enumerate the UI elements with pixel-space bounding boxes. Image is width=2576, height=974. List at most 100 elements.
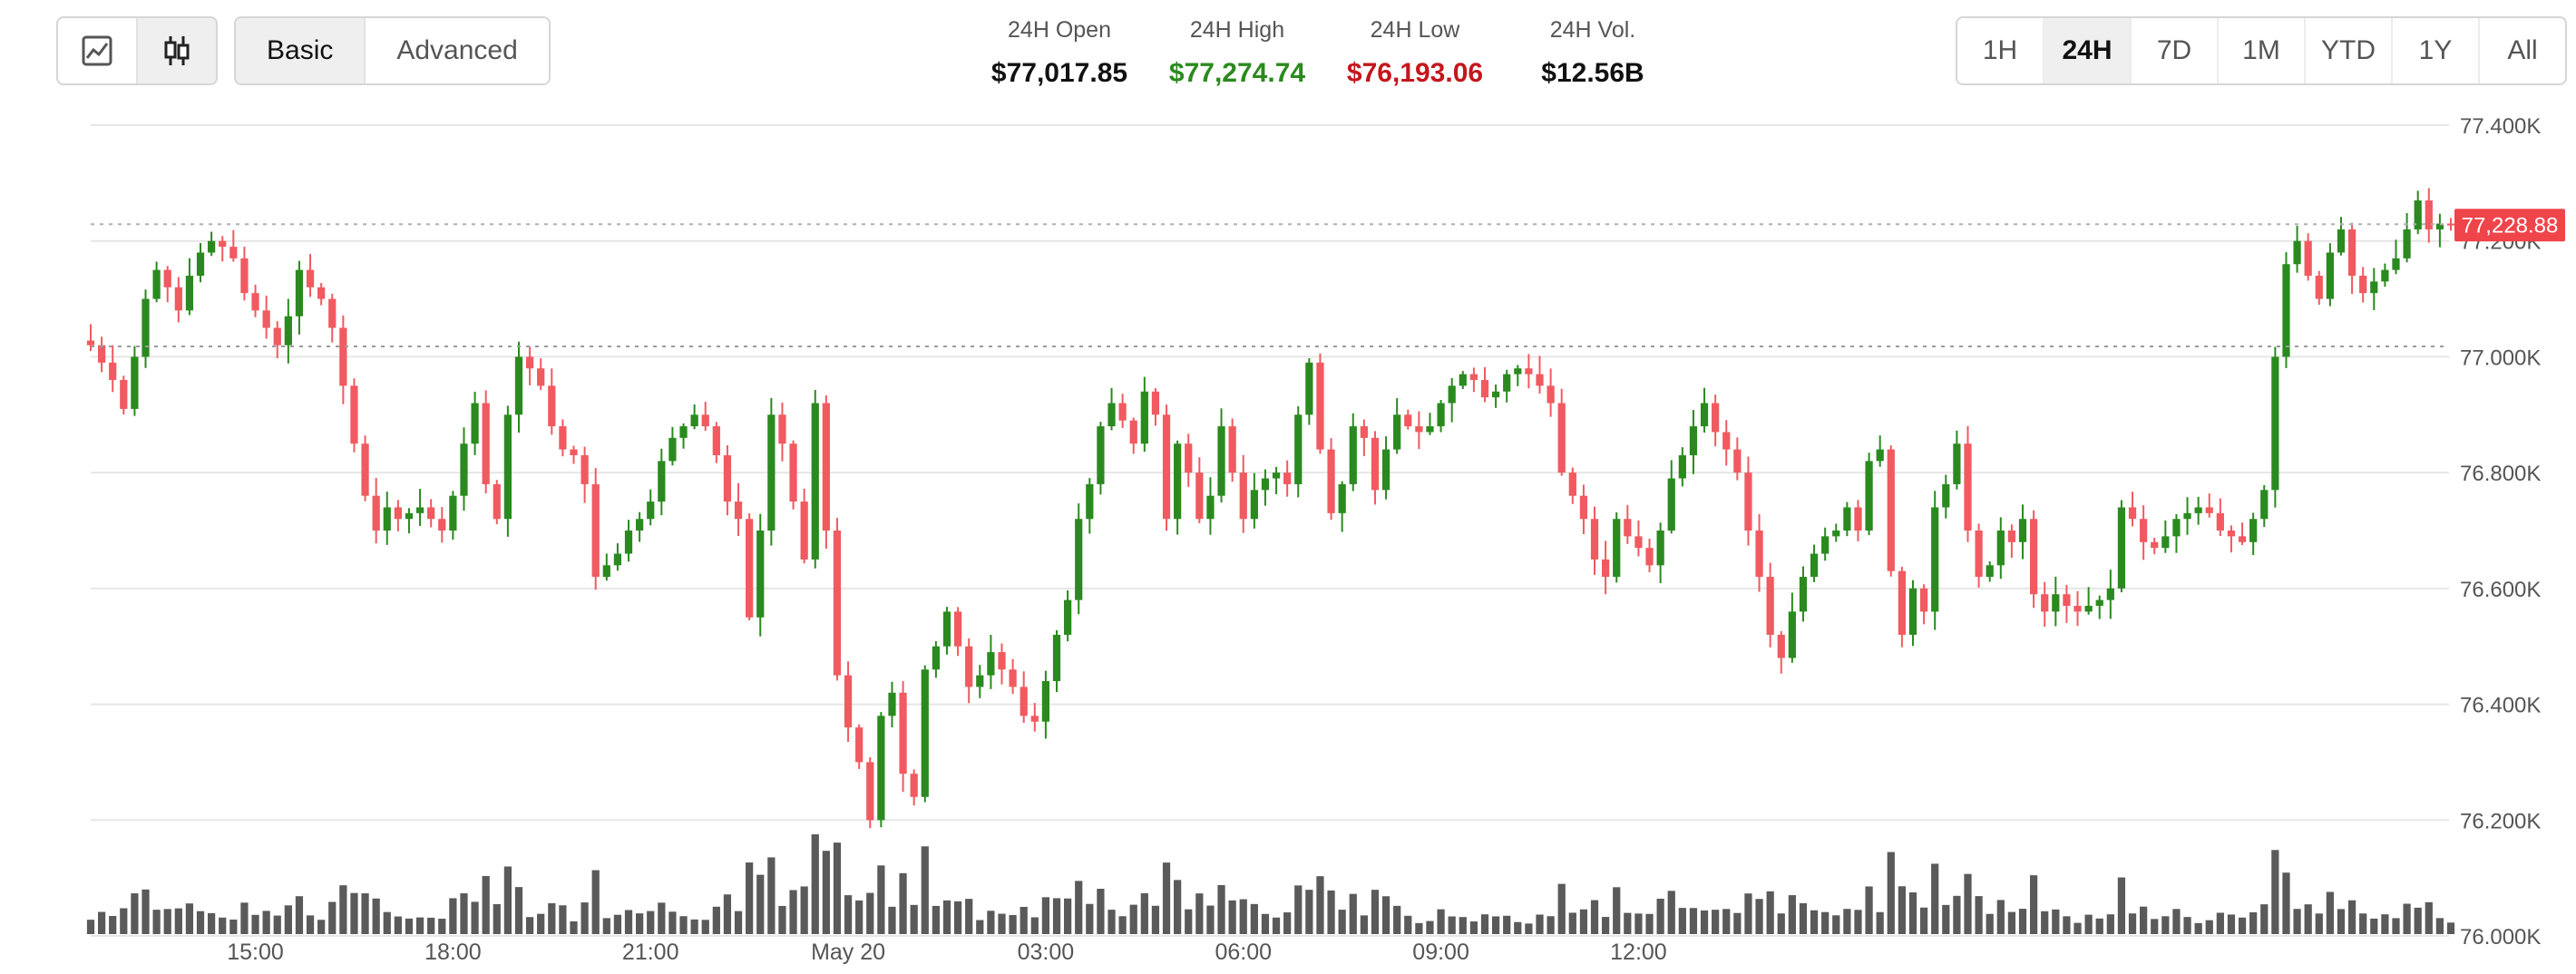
volume-bar: [2151, 919, 2159, 934]
range-1y-button[interactable]: 1Y: [2393, 18, 2480, 83]
volume-bar: [1656, 898, 1664, 934]
range-7d-button[interactable]: 7D: [2132, 18, 2219, 83]
volume-bar: [109, 915, 117, 934]
candles: [86, 188, 2455, 829]
volume-bar: [1712, 910, 1720, 934]
candle-body: [2260, 490, 2269, 520]
volume-bar: [1426, 920, 1434, 934]
candle-body: [2029, 519, 2038, 595]
candle-body: [2304, 240, 2312, 277]
candle-body: [460, 443, 468, 496]
volume-bar: [1865, 886, 1873, 934]
stat-volume: 24H Vol. $12.56B: [1504, 15, 1682, 89]
volume-bar: [1118, 916, 1127, 934]
candle-body: [2282, 264, 2290, 357]
volume-bar: [2359, 913, 2367, 934]
range-1h-button[interactable]: 1H: [1957, 18, 2044, 83]
candle-body: [1239, 472, 1247, 520]
candle-body: [1009, 669, 1017, 687]
candle-body: [219, 240, 227, 248]
candle-body: [1305, 362, 1313, 415]
volume-bar: [208, 912, 216, 934]
candle-body: [2084, 606, 2093, 612]
candle-body: [1843, 507, 1851, 531]
candle-body: [734, 502, 743, 520]
candle-body: [1503, 374, 1511, 392]
range-24h-button[interactable]: 24H: [2044, 18, 2132, 83]
candle-body: [229, 247, 238, 258]
volume-bar: [537, 913, 545, 934]
candle-body: [2140, 519, 2148, 542]
candle-body: [1975, 531, 1983, 578]
candle-body: [1162, 414, 1171, 520]
stat-high-value: $77,274.74: [1168, 58, 1306, 88]
volume-bar: [141, 889, 150, 934]
candle-body: [2183, 512, 2191, 520]
volume-bar: [1250, 903, 1258, 934]
volume-bar: [976, 920, 984, 934]
volume-bar: [1206, 905, 1215, 934]
volume-bar: [2238, 917, 2247, 934]
candle-body: [636, 519, 644, 531]
candle-body: [1349, 426, 1357, 484]
candle-body: [712, 426, 720, 455]
candle-body: [888, 692, 896, 716]
volume-bar: [712, 906, 720, 934]
volume-bar: [174, 908, 182, 934]
volume-bar: [636, 913, 644, 934]
volume-bar: [1514, 921, 1522, 934]
volume-bar: [1996, 900, 2005, 934]
range-all-button[interactable]: All: [2507, 35, 2538, 65]
candle-body: [2073, 606, 2082, 612]
candle-body: [1579, 495, 1588, 520]
volume-bar: [591, 870, 600, 934]
volume-bar: [1777, 913, 1785, 934]
volume-bar: [1371, 890, 1380, 934]
volume-bar: [2216, 912, 2224, 934]
candlestick-icon: [164, 36, 190, 65]
candle-body: [1415, 426, 1423, 433]
basic-mode-button[interactable]: Basic: [236, 18, 366, 83]
candle-body: [284, 316, 292, 346]
candle-body: [2337, 229, 2346, 253]
candle-body: [1228, 426, 1236, 473]
candlestick-button[interactable]: [138, 18, 216, 83]
candle-body: [2194, 507, 2202, 513]
candle-body: [679, 426, 688, 438]
volume-bar: [1185, 909, 1193, 934]
volume-bar: [767, 857, 776, 934]
line-chart-button[interactable]: [58, 18, 138, 83]
candle-body: [1624, 519, 1632, 537]
volume-bar: [196, 911, 205, 934]
volume-bar: [932, 905, 940, 934]
candle-body: [97, 345, 106, 363]
candle-body: [2271, 356, 2279, 491]
volume-bar: [1525, 923, 1533, 934]
volume-bar: [2172, 909, 2181, 934]
candle-body: [1887, 449, 1895, 571]
volume-bar: [1480, 914, 1489, 934]
candle-body: [844, 675, 853, 728]
advanced-mode-button[interactable]: Advanced: [396, 35, 518, 65]
candle-body: [1283, 472, 1292, 484]
volume-bar: [1887, 852, 1895, 934]
volume-bar: [328, 901, 337, 934]
candle-body: [1393, 414, 1401, 450]
candle-body: [953, 611, 962, 647]
volume-bars: [86, 834, 2455, 934]
candle-body: [932, 646, 940, 670]
volume-bar: [1140, 892, 1148, 934]
volume-bar: [2282, 872, 2290, 934]
candle-body: [1185, 443, 1193, 473]
volume-bar: [942, 900, 951, 934]
volume-bar: [1041, 897, 1050, 934]
candle-body: [899, 692, 907, 774]
candle-body: [537, 368, 545, 386]
candle-body: [877, 716, 885, 821]
range-ytd-button[interactable]: YTD: [2306, 18, 2393, 83]
volume-bar: [2140, 906, 2148, 934]
volume-bar: [877, 865, 885, 934]
range-1m-button[interactable]: 1M: [2219, 18, 2306, 83]
candle-body: [1854, 507, 1862, 531]
